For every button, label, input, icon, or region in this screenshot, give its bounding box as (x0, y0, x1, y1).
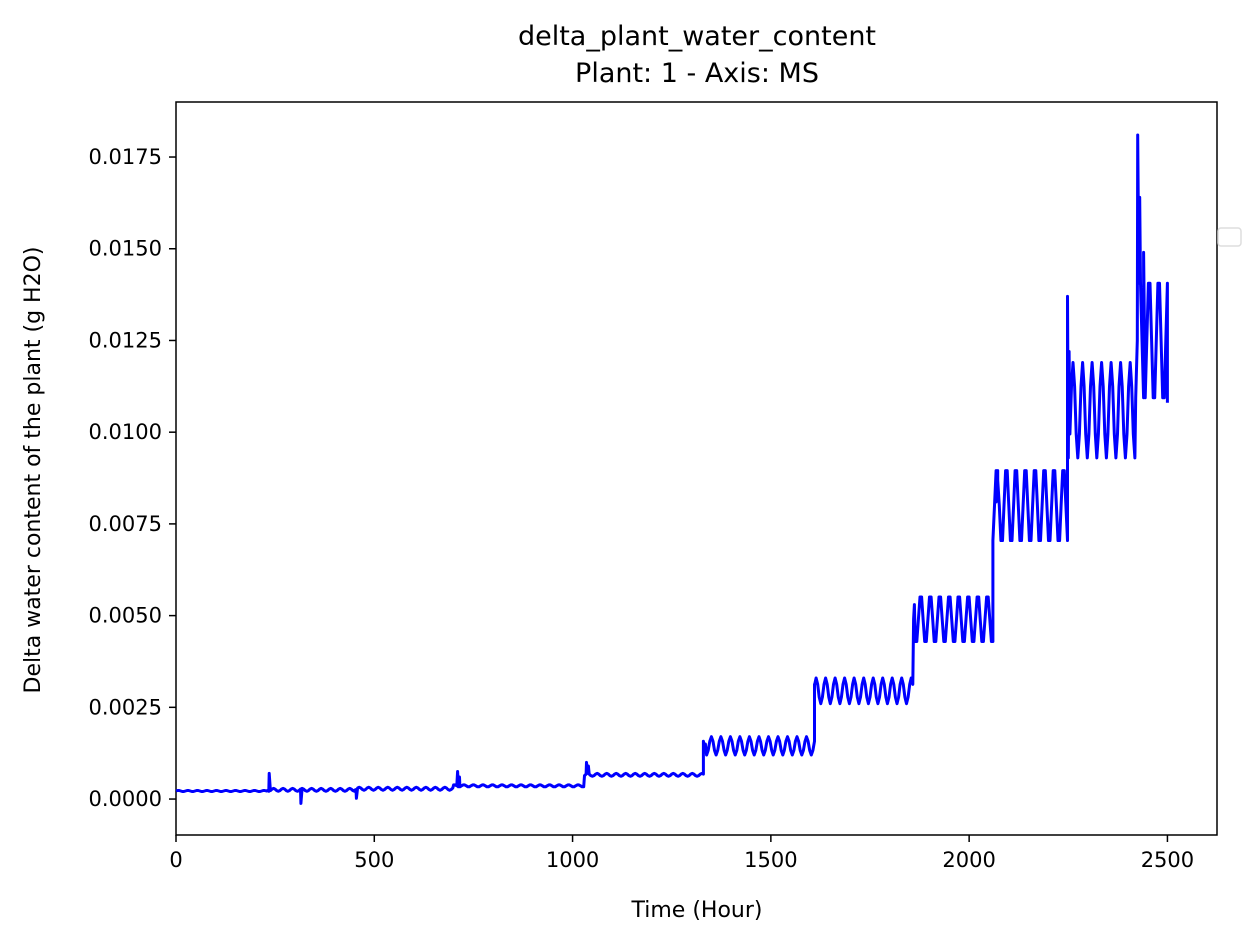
y-tick-label: 0.0100 (89, 420, 162, 444)
chart-title: delta_plant_water_content (518, 21, 876, 52)
y-tick-label: 0.0050 (89, 604, 162, 628)
y-axis: 0.0000 0.0025 0.0050 0.0075 0.0100 0.0125 0.01… (89, 145, 176, 811)
y-tick-label: 0.0150 (89, 237, 162, 261)
x-tick-label: 2500 (1141, 848, 1194, 872)
y-tick-label: 0.0075 (89, 512, 162, 536)
x-axis: 0 500 1000 1500 2000 2500 (169, 835, 1194, 872)
x-axis-label: Time (Hour) (631, 898, 763, 923)
x-tick-label: 0 (169, 848, 182, 872)
plot-area-border (175, 101, 1218, 836)
x-tick-label: 1000 (546, 848, 599, 872)
x-tick-label: 500 (354, 848, 394, 872)
series-line (175, 133, 1169, 805)
series-layer (175, 133, 1169, 805)
y-tick-label: 0.0000 (89, 787, 162, 811)
x-tick-label: 2000 (942, 848, 995, 872)
y-axis-label: Delta water content of the plant (g H2O) (21, 247, 46, 694)
legend-box (1217, 227, 1242, 247)
chart-subtitle: Plant: 1 - Axis: MS (575, 58, 819, 89)
y-tick-label: 0.0125 (89, 328, 162, 352)
plot-frame (175, 101, 1218, 836)
y-tick-label: 0.0175 (89, 145, 162, 169)
y-tick-label: 0.0025 (89, 695, 162, 719)
x-tick-label: 1500 (744, 848, 797, 872)
